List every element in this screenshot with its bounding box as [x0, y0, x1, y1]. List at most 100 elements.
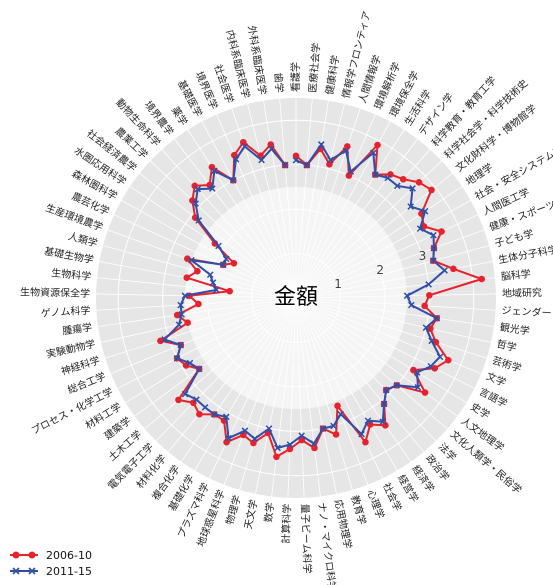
category-label: 史学: [468, 400, 492, 422]
series-2: [161, 141, 448, 452]
grid-spoke: [295, 297, 496, 311]
grid-spoke: [150, 160, 297, 299]
data-point: [438, 228, 445, 235]
legend-entry-series-2: 2011-15: [8, 563, 92, 579]
grid-spoke: [295, 297, 475, 389]
data-point: [241, 427, 249, 435]
data-point: [292, 152, 300, 160]
category-label: 観光学: [499, 320, 531, 337]
data-point: [303, 161, 311, 169]
grid-spoke: [295, 149, 431, 299]
data-point: [194, 267, 201, 275]
category-label: 健康科学: [323, 54, 342, 96]
data-point: [215, 242, 222, 250]
grid-spoke: [295, 261, 493, 299]
grid-spoke: [107, 229, 297, 299]
category-label: ジェンダー: [501, 304, 552, 320]
grid-spoke: [187, 129, 297, 299]
data-point: [181, 390, 189, 398]
data-point: [182, 362, 190, 369]
data-point: [226, 287, 233, 295]
data-point: [347, 168, 354, 175]
data-point: [441, 267, 448, 274]
category-label: 量子ビーム科学: [298, 504, 314, 574]
category-label: 天文学: [241, 498, 260, 530]
legend-label-series-2: 2011-15: [46, 564, 92, 578]
category-label: 生物科学: [51, 266, 92, 283]
grid-spoke: [295, 214, 479, 299]
grid-spoke: [295, 297, 467, 404]
data-point: [251, 435, 259, 443]
category-label: 歯学: [272, 72, 287, 93]
grid-spoke: [295, 297, 321, 497]
grid-spoke: [134, 297, 297, 417]
data-point: [425, 281, 432, 288]
data-point: [364, 417, 372, 425]
grid-spoke: [295, 297, 495, 327]
data-point: [184, 319, 191, 327]
grid-spoke: [139, 172, 297, 299]
data-point: [403, 292, 411, 300]
data-point: [337, 410, 345, 418]
data-point: [430, 231, 437, 239]
category-label: 教育学: [348, 494, 369, 526]
data-point: [195, 300, 202, 308]
grid-spoke: [208, 297, 297, 479]
grid-spoke: [295, 277, 496, 299]
data-point: [379, 418, 387, 426]
data-point: [175, 321, 183, 329]
grid-spoke: [295, 297, 384, 479]
data-point: [298, 432, 305, 439]
category-label: 芸術学: [491, 353, 524, 374]
data-point: [274, 444, 281, 452]
data-point: [208, 163, 216, 171]
data-point: [414, 383, 422, 391]
ring-label-3: 3: [419, 249, 427, 263]
data-point: [421, 207, 429, 215]
legend-swatch-series-1: [10, 551, 38, 559]
grid-spoke: [100, 297, 297, 343]
data-point: [230, 259, 238, 267]
grid-spoke: [295, 297, 437, 442]
data-point: [380, 400, 388, 408]
data-point: [265, 425, 273, 432]
data-point: [196, 410, 203, 418]
data-point: [428, 186, 435, 194]
data-point: [209, 279, 217, 286]
grid-spoke: [295, 297, 337, 494]
data-point: [415, 178, 423, 186]
data-point: [219, 261, 227, 269]
grid-spoke: [263, 100, 297, 299]
data-point: [175, 396, 182, 404]
ring-label-1: 1: [334, 277, 342, 291]
data-point: [181, 292, 189, 300]
data-point: [317, 141, 325, 148]
grid-spoke: [194, 297, 297, 471]
category-label: 計算科学: [279, 504, 294, 544]
data-point: [222, 255, 230, 263]
grid-spoke: [295, 297, 398, 471]
grid-spoke: [113, 214, 297, 299]
data-point: [382, 386, 390, 394]
data-point: [195, 217, 203, 224]
data-point: [370, 149, 377, 157]
category-label: 看護学: [289, 62, 302, 92]
grid-spoke: [144, 297, 297, 430]
data-point: [184, 255, 191, 263]
category-label: 腫瘍学: [61, 320, 93, 337]
grid-spoke: [117, 297, 297, 389]
data-point: [420, 223, 428, 230]
data-point: [229, 176, 237, 184]
grid-spoke: [295, 108, 361, 299]
grid-spoke: [295, 297, 487, 359]
legend-label-series-1: 2006-10: [46, 548, 92, 562]
data-point: [319, 425, 327, 432]
data-point: [427, 362, 435, 370]
grid-spoke: [295, 229, 485, 299]
grid-spoke: [295, 138, 418, 299]
data-point: [413, 369, 421, 376]
data-point: [358, 430, 365, 438]
grid-spoke: [174, 138, 297, 299]
grid-spoke: [295, 186, 463, 299]
data-point: [371, 171, 379, 178]
